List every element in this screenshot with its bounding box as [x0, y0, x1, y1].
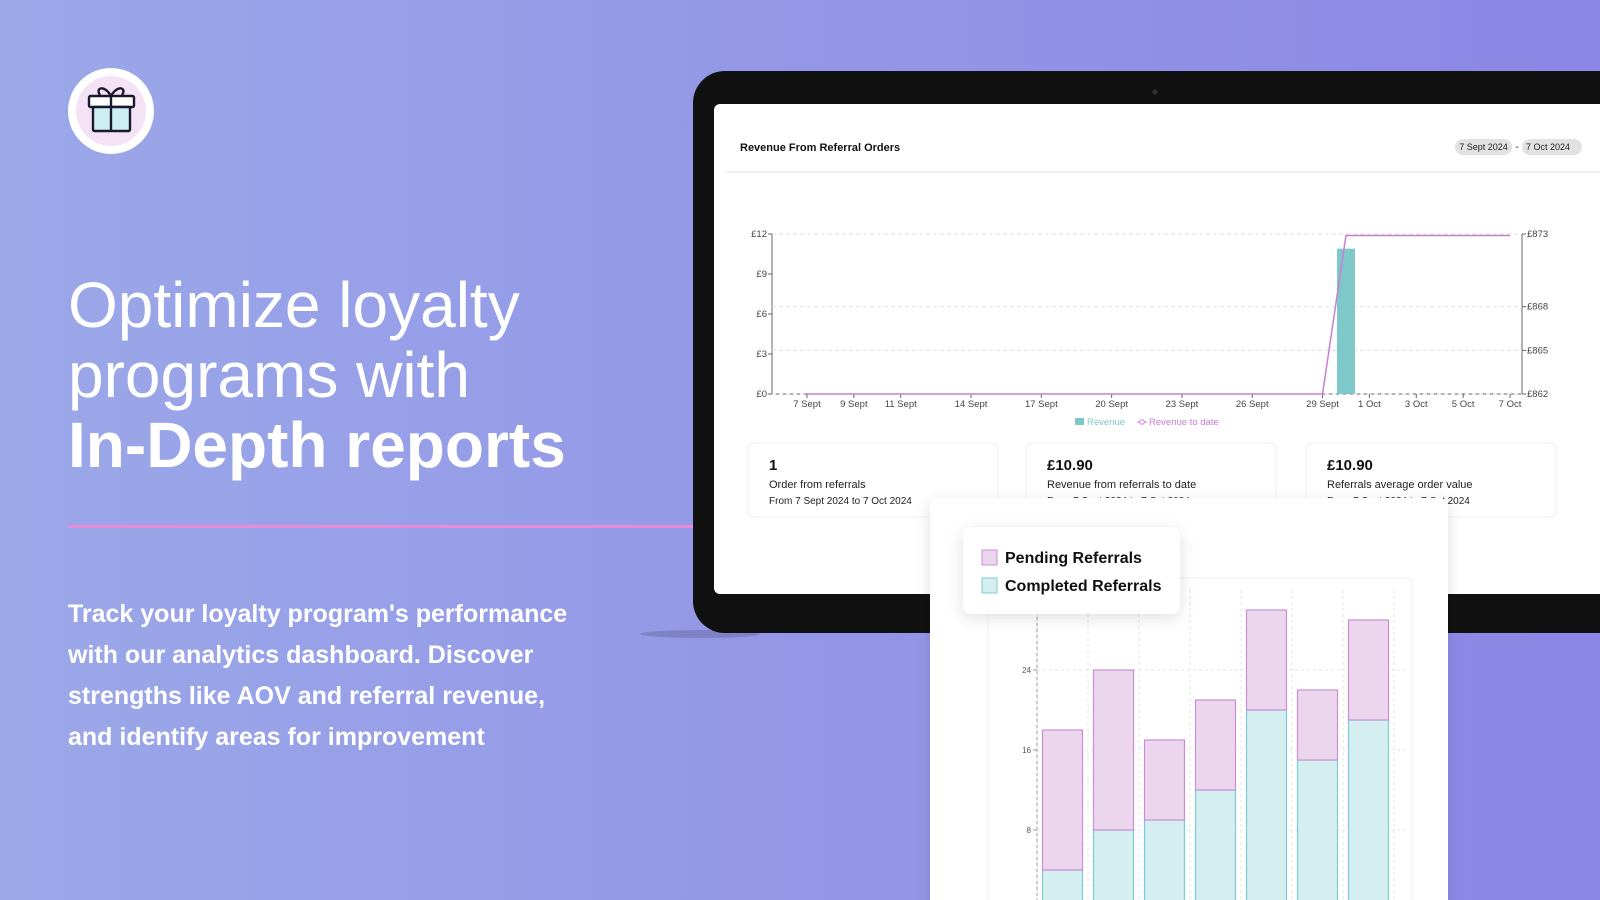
x-tick-label: 7 Sept	[793, 399, 821, 410]
y-tick-label: £12	[751, 229, 767, 240]
bar-segment	[1041, 869, 1084, 900]
bar-segment	[1347, 719, 1390, 900]
headline-bold: In-Depth reports	[68, 409, 566, 481]
headline-line: programs with	[68, 339, 470, 411]
legend-card	[963, 527, 1180, 614]
bar-segment	[1092, 829, 1135, 900]
date-pill[interactable]	[1455, 139, 1512, 155]
description-line: Track your loyalty program's performance	[68, 600, 567, 628]
bar-segment	[1245, 709, 1288, 900]
legend-swatch	[981, 549, 998, 566]
legend: Pending Referrals Completed Referrals	[981, 549, 1162, 595]
referrals-chart: 8 16 24	[1022, 590, 1410, 900]
y2-tick-label: £873	[1527, 229, 1548, 240]
x-tick-label: 9 Sept	[840, 399, 868, 410]
x-tick-label: 20 Sept	[1095, 399, 1128, 410]
legend-label: Completed Referrals	[1005, 578, 1162, 595]
description-line: with our analytics dashboard. Discover	[67, 641, 534, 669]
camera	[1152, 89, 1158, 95]
x-tick-label: 7 Oct	[1499, 399, 1522, 410]
y-tick-label: 8	[1027, 826, 1032, 835]
description-line: and identify areas for improvement	[68, 723, 485, 751]
date-from: 7 Sept 2024	[1459, 142, 1508, 152]
x-tick-label: 5 Oct	[1452, 399, 1475, 410]
bar-segment	[1296, 689, 1339, 761]
revenue-chart: £0 £3 £6 £9 £12 £862 £865 £868 £873 7 Sept 9 Sept 1…	[751, 229, 1548, 428]
bar-segment	[1143, 739, 1186, 821]
y2-tick-label: £865	[1527, 345, 1548, 356]
y-tick-label: 24	[1022, 666, 1031, 675]
bar-segment	[1041, 729, 1084, 871]
bar-segment	[1347, 619, 1390, 721]
stat-label: Referrals average order value	[1327, 479, 1473, 491]
legend-label: Pending Referrals	[1005, 550, 1142, 567]
x-tick-label: 26 Sept	[1236, 399, 1269, 410]
date-pill[interactable]	[1522, 139, 1582, 155]
y-tick-label: £6	[756, 309, 767, 320]
legend-dot	[1139, 419, 1145, 425]
stat-period: From 7 Sept 2024 to 7 Oct 2024	[769, 496, 912, 507]
bar-segment	[1296, 759, 1339, 900]
x-tick-label: 14 Sept	[955, 399, 988, 410]
divider	[68, 525, 694, 528]
bar-segment	[1143, 819, 1186, 900]
stat-label: Revenue from referrals to date	[1047, 479, 1196, 491]
bar	[1336, 248, 1355, 394]
stat-label: Order from referrals	[769, 479, 866, 491]
x-tick-label: 17 Sept	[1025, 399, 1058, 410]
y-tick-label: £0	[756, 389, 767, 400]
x-tick-label: 23 Sept	[1166, 399, 1199, 410]
x-tick-label: 1 Oct	[1358, 399, 1381, 410]
legend-label: Revenue	[1087, 417, 1125, 428]
stat-value: £10.90	[1047, 457, 1093, 474]
description: Track your loyalty program's performance…	[67, 600, 567, 751]
y2-tick-label: £862	[1527, 389, 1548, 400]
line	[807, 234, 1510, 395]
stat-value: 1	[769, 457, 777, 474]
x-tick-label: 11 Sept	[885, 399, 917, 410]
date-separator: -	[1515, 142, 1518, 153]
headline-line: Optimize loyalty	[68, 269, 520, 341]
logo	[68, 68, 154, 154]
x-tick-label: 3 Oct	[1405, 399, 1428, 410]
gift-icon	[87, 87, 136, 133]
description-line: strengths like AOV and referral revenue,	[68, 682, 545, 710]
bar-segment	[1092, 669, 1135, 831]
y-tick-label: £9	[756, 269, 767, 280]
x-tick-label: 29 Sept	[1306, 399, 1339, 410]
y-tick-label: 16	[1022, 746, 1031, 755]
date-to: 7 Oct 2024	[1526, 142, 1570, 152]
y-tick-label: £3	[756, 349, 767, 360]
bar-segment	[1245, 609, 1288, 711]
y2-tick-label: £868	[1527, 302, 1548, 313]
bar-segment	[1194, 789, 1237, 900]
chart-title: Revenue From Referral Orders	[740, 142, 900, 154]
legend-swatch	[1075, 418, 1084, 425]
legend-label: Revenue to date	[1149, 417, 1219, 428]
bar-segment	[1194, 699, 1237, 791]
legend-swatch	[981, 577, 998, 594]
stat-value: £10.90	[1327, 457, 1373, 474]
